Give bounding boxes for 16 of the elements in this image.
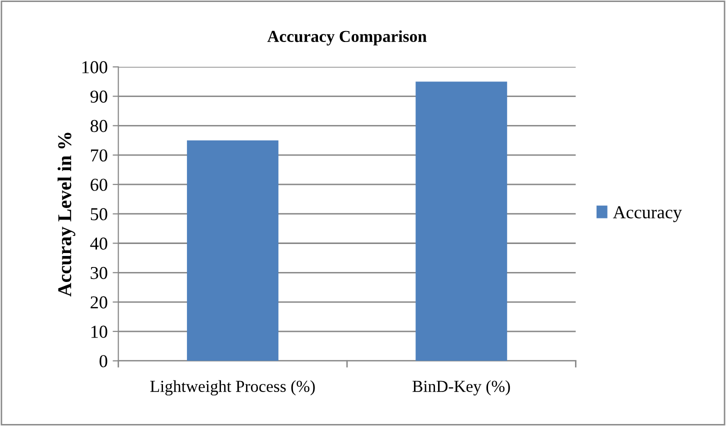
y-tick-label: 0 [100,355,108,368]
y-tick-label: 80 [90,120,108,132]
y-tick-label: 60 [90,178,108,191]
chart-title: Accuracy Comparison [267,30,427,46]
y-tick-label: 20 [90,296,108,308]
y-tick-label: 40 [90,238,108,250]
x-tick-label: BinD-Key (%) [412,380,510,396]
y-axis-title: Accuray Level in % [58,132,76,297]
y-tick-label: 10 [91,326,108,338]
y-tick-label: 50 [90,208,108,220]
x-tick-label: Lightweight Process (%) [150,380,315,396]
y-tick-label: 90 [90,90,108,103]
y-tick-label: 30 [90,266,108,280]
legend-label: Accuracy [612,206,682,222]
y-tick-label: 70 [91,149,108,162]
y-tick-label: 100 [82,61,108,74]
